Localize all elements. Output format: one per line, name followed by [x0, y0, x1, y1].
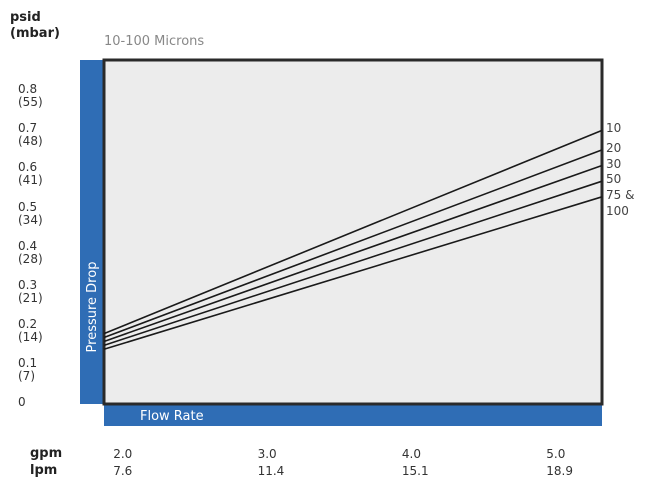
- series-line-0: [103, 129, 603, 335]
- y-tick-primary: 0.4: [18, 238, 38, 253]
- y-tick-primary: 0.6: [18, 160, 38, 175]
- y-tick-primary: 0.5: [18, 199, 38, 214]
- y-tick-label-7: 0.1 (7): [18, 355, 38, 383]
- y-tick-secondary: (14): [18, 329, 43, 344]
- y-tick-primary: 0: [18, 395, 26, 409]
- y-tick-label-6: 0.2 (14): [18, 316, 43, 344]
- y-axis-label: Pressure Drop: [85, 262, 100, 353]
- series-line-2: [103, 164, 603, 343]
- y-tick-secondary: (48): [18, 134, 43, 149]
- y-tick-label-1: 0.7 (48): [18, 122, 43, 148]
- y-tick-label-2: 0.6 (41): [18, 161, 43, 187]
- x-tick-label-0: 2.0: [113, 447, 133, 461]
- x-unit-secondary: lpm: [30, 463, 58, 478]
- x-axis-bar: [104, 404, 602, 426]
- x-tick-sublabel-2: 15.1: [401, 464, 429, 478]
- y-tick-primary: 0.1: [18, 355, 38, 370]
- x-tick-sublabel-1: 11.4: [257, 464, 285, 478]
- y-tick-secondary: (55): [18, 95, 43, 110]
- y-tick-label-0: 0.8 (55): [18, 83, 43, 109]
- series-line-4: [103, 196, 603, 351]
- series-label-2: 30: [606, 156, 622, 171]
- y-tick-secondary: (21): [18, 290, 43, 305]
- series-line-1: [103, 149, 603, 339]
- y-tick-label-8: 0: [18, 396, 26, 409]
- series-label-4: 75 & 100: [606, 187, 635, 218]
- x-axis-label: Flow Rate: [140, 409, 204, 424]
- y-tick-secondary: (41): [18, 173, 43, 188]
- y-tick-secondary: (28): [18, 251, 43, 266]
- x-unit-primary: gpm: [30, 446, 63, 461]
- y-tick-primary: 0.2: [18, 316, 38, 331]
- y-tick-primary: 0.7: [18, 121, 38, 136]
- x-tick-sublabel-0: 7.6: [113, 464, 133, 478]
- y-tick-label-5: 0.3 (21): [18, 277, 43, 305]
- x-tick-sublabel-3: 18.9: [546, 464, 573, 478]
- y-unit-secondary: (mbar): [10, 26, 60, 41]
- y-tick-primary: 0.8: [18, 82, 38, 97]
- y-tick-label-3: 0.5 (34): [18, 199, 43, 227]
- series-line-3: [103, 180, 603, 347]
- series-label-1: 20: [606, 140, 622, 155]
- x-tick-label-2: 4.0: [401, 447, 421, 461]
- series-label-0: 10: [606, 121, 622, 136]
- y-tick-secondary: (7): [18, 368, 35, 383]
- x-tick-label-3: 5.0: [546, 447, 566, 461]
- y-tick-label-4: 0.4 (28): [18, 238, 43, 266]
- y-unit-primary: psid: [10, 10, 41, 25]
- y-tick-primary: 0.3: [18, 277, 38, 292]
- series-label-3: 50: [606, 172, 622, 187]
- y-tick-secondary: (34): [18, 212, 43, 227]
- chart-title: 10-100 Microns: [104, 34, 205, 49]
- y-axis-bar: [80, 60, 104, 404]
- x-tick-label-1: 3.0: [257, 447, 277, 461]
